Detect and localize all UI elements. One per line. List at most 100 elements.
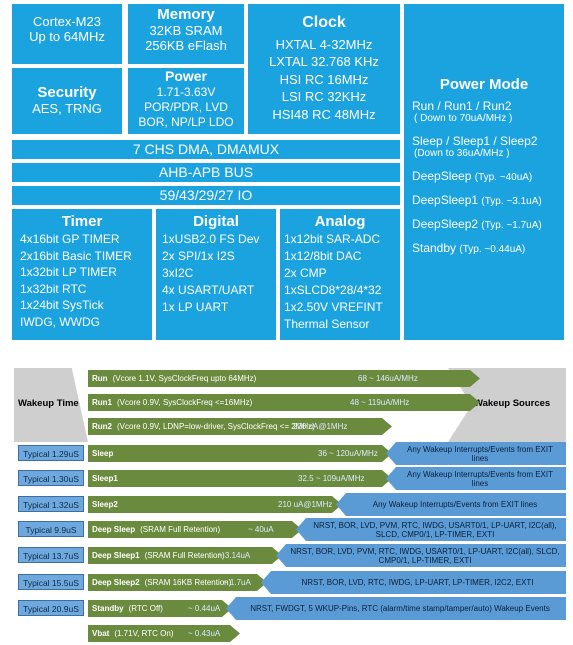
- power-mode-bar: Sleep 36 ~ 120uA/MHz: [88, 445, 392, 462]
- core-block: Cortex-M23 Up to 64MHz: [12, 4, 122, 64]
- mode-current: 32.5 ~ 109uA/MHz: [298, 474, 365, 483]
- mode-current: ~ 1.7uA: [223, 578, 251, 587]
- digital-lpuart: 1x LP UART: [162, 300, 229, 314]
- digital-usb: 1xUSB2.0 FS Dev: [162, 232, 260, 246]
- mode-name: Deep Sleep: [92, 525, 136, 534]
- sleep-modes-note: (Down to 36uA/MHz ): [414, 148, 510, 159]
- timer-block: Timer 4x16bit GP TIMER 2x16bit Basic TIM…: [12, 209, 152, 340]
- power-bor: BOR, NP/LP LDO: [138, 115, 234, 129]
- standby-typ: (Typ. ~0.44uA): [459, 244, 526, 255]
- analog-adc: 1x12bit SAR-ADC: [284, 232, 381, 246]
- sleep-modes: Sleep / Sleep1 / Sleep2: [412, 134, 538, 148]
- wakeup-time-label: Typical 9.9uS: [18, 521, 84, 537]
- timer-basic: 2x16bit Basic TIMER: [20, 248, 132, 263]
- mode-name: Vbat: [92, 629, 110, 638]
- mode-name: Run1: [92, 398, 112, 407]
- wakeup-time-label: Wakeup Time: [18, 398, 79, 409]
- deepsleep-typ: (Typ. ~40uA): [474, 172, 533, 183]
- timer-lp: 1x32bit LP TIMER: [20, 265, 117, 279]
- analog-cmp: 2x CMP: [284, 266, 327, 280]
- wakeup-sources-label: Wakeup Sources: [474, 398, 551, 409]
- mode-name: Standby: [92, 604, 124, 613]
- memory-title: Memory: [157, 6, 215, 23]
- mode-name: Deep Sleep1: [92, 551, 140, 560]
- deepsleep-label: DeepSleep: [412, 169, 472, 183]
- mode-name: Sleep2: [92, 500, 118, 509]
- mode-current: 210 uA@1MHz: [278, 500, 333, 509]
- deepsleep2-label: DeepSleep2: [412, 217, 479, 231]
- mode-current: 68 ~ 146uA/MHz: [358, 374, 418, 383]
- power-block: Power 1.71-3.63V POR/PDR, LVD BOR, NP/LP…: [128, 68, 244, 134]
- mode-current: 48 ~ 119uA/MHz: [350, 398, 410, 407]
- deepsleep1-label: DeepSleep1: [412, 193, 479, 207]
- vbat-bar: Vbat (1.71V, RTC On) ~ 0.43uA: [88, 625, 240, 642]
- mode-name: Sleep1: [92, 474, 118, 483]
- power-por: POR/PDR, LVD: [144, 100, 228, 114]
- power-voltage: 1.71-3.63V: [156, 85, 216, 99]
- power-mode-bar: Deep Sleep2 (SRAM 16KB Retention) ~ 1.7uA: [88, 574, 267, 591]
- memory-block: Memory 32KB SRAM 256KB eFlash: [128, 4, 244, 64]
- mode-desc: (Vcore 1.1V, SysClockFreq upto 64MHz): [112, 374, 257, 383]
- standby-mode: Standby (Typ. ~0.44uA): [412, 241, 564, 255]
- timer-title: Timer: [61, 213, 103, 230]
- memory-sram: 32KB SRAM: [149, 23, 223, 38]
- run-row-bar: Run2 (Vcore 0.9V, LDNP=low-driver, SysClo…: [88, 418, 392, 435]
- mode-desc: (SRAM Full Retention): [140, 525, 221, 534]
- timer-rtc: 1x32bit RTC: [20, 281, 87, 296]
- mode-current: 220 uA@1MHz: [293, 422, 348, 431]
- wakeup-source: NRST, BOR, LVD, RTC, IWDG, LP-UART, LP-T…: [261, 571, 566, 594]
- mode-desc: (SRAM Full Retention): [144, 551, 225, 560]
- standby-label: Standby: [412, 241, 457, 255]
- power-mode-bar: Deep Sleep (SRAM Full Retention) ~ 40uA: [88, 521, 302, 538]
- mode-name: Sleep: [92, 449, 114, 458]
- mode-name: Run2: [92, 422, 112, 431]
- security-block: Security AES, TRNG: [12, 68, 122, 134]
- wakeup-source: NRST, BOR, LVD, PVM, RTC, IWDG, USART0/1…: [276, 544, 566, 567]
- clock-title: Clock: [302, 14, 346, 31]
- deepsleep2-typ: (Typ. ~1.7uA): [481, 220, 542, 231]
- wakeup-time-label: Typical 13.7uS: [18, 547, 84, 563]
- run-modes: Run / Run1 / Run2: [412, 99, 512, 113]
- wakeup-time-label: Typical 1.30uS: [18, 470, 84, 486]
- mode-current: ~ 40uA: [248, 525, 274, 534]
- wakeup-source: NRST, BOR, LVD, PVM, RTC, IWDG, USART0/1…: [296, 518, 566, 541]
- wakeup-time-label: Typical 15.5uS: [18, 574, 84, 590]
- digital-title: Digital: [193, 213, 239, 230]
- run-row-bar: Run (Vcore 1.1V, SysClockFreq upto 64MHz)…: [88, 370, 480, 387]
- power-mode-bar: Standby (RTC Off) ~ 0.44uA: [88, 600, 232, 617]
- run-row-bar: Run1 (Vcore 0.9V, SysClockFreq <=16MHz) 48…: [88, 394, 480, 411]
- dma-bar: 7 CHS DMA, DMAMUX: [12, 140, 400, 159]
- power-mode-bar: Sleep1 32.5 ~ 109uA/MHz: [88, 470, 392, 487]
- clock-lxtal: LXTAL 32.768 KHz: [269, 54, 379, 69]
- mode-name: Deep Sleep2: [92, 578, 140, 587]
- mode-desc: (RTC Off): [128, 604, 163, 613]
- security-features: AES, TRNG: [32, 101, 102, 116]
- wakeup-time-label: Typical 20.9uS: [18, 600, 84, 616]
- wakeup-source: Any Wakeup Interrupts/Events from EXIT l…: [386, 467, 566, 490]
- io-bar: 59/43/29/27 IO: [12, 186, 400, 205]
- run-modes-note: ( Down to 70uA/MHz ): [414, 113, 513, 124]
- clock-lsi: LSI RC 32KHz: [281, 89, 367, 104]
- wakeup-source: Any Wakeup Interrupts/Events from EXIT l…: [386, 442, 566, 465]
- core-freq: Up to 64MHz: [29, 29, 105, 44]
- mode-desc: (1.71V, RTC On): [114, 629, 174, 638]
- timer-wdg: IWDG, WWDG: [20, 314, 100, 329]
- analog-slcd: 1xSLCD8*28/4*32: [284, 283, 382, 297]
- mode-current: ~ 3.14uA: [218, 551, 251, 560]
- clock-hsi48: HSI48 RC 48MHz: [272, 106, 376, 122]
- mode-current: 36 ~ 120uA/MHz: [318, 449, 378, 458]
- power-title: Power: [164, 68, 207, 84]
- mode-desc: (Vcore 0.9V, SysClockFreq <=16MHz): [117, 398, 253, 407]
- wakeup-source: Any Wakeup Interrupts/Events from EXIT l…: [336, 493, 566, 516]
- deepsleep2-mode: DeepSleep2 (Typ. ~1.7uA): [412, 217, 564, 231]
- power-mode-title: Power Mode: [439, 76, 529, 93]
- mode-name: Run: [92, 374, 108, 383]
- power-mode-bar: Deep Sleep1 (SRAM Full Retention) ~ 3.14uA: [88, 547, 282, 564]
- power-mode-bar: Sleep2 210 uA@1MHz: [88, 496, 342, 513]
- core-name: Cortex-M23: [33, 14, 101, 29]
- analog-title: Analog: [314, 213, 366, 230]
- timer-systick: 1x24bit SysTick: [20, 298, 104, 312]
- wakeup-time-label: Typical 1.32uS: [18, 496, 84, 512]
- power-mode-block: Power Mode Run / Run1 / Run2 ( Down to 7…: [404, 4, 564, 340]
- deepsleep-mode: DeepSleep (Typ. ~40uA): [412, 169, 564, 183]
